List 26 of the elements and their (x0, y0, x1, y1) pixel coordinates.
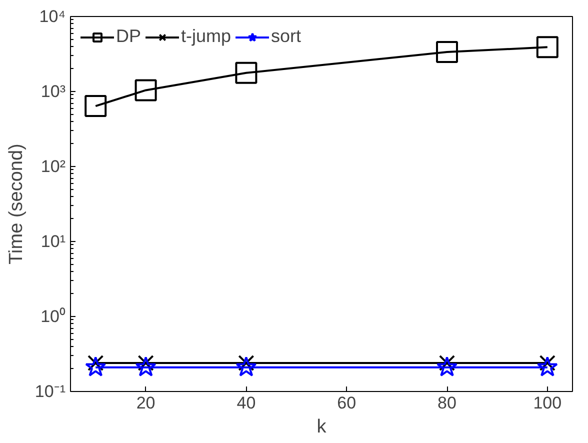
point (135, 356, 156, 376)
point (436, 356, 458, 376)
y-tick-label: 10¹ (40, 232, 66, 251)
x-tick-label: 100 (533, 394, 562, 412)
y-tick-label: 10⁴ (39, 7, 66, 26)
point (536, 36, 558, 58)
legend-label: t-jump (181, 26, 232, 47)
x-axis-title: k (316, 416, 327, 438)
legend-label: DP (116, 26, 142, 47)
x-tick-label: 80 (438, 394, 456, 412)
y-tick-label: 10⁻¹ (34, 382, 66, 401)
x-tick-label: 20 (136, 394, 156, 412)
point (536, 356, 558, 376)
x-tick-label: 40 (236, 394, 256, 412)
y-tick-label: 10⁰ (40, 307, 66, 326)
y-tick-label: 10³ (40, 82, 66, 101)
point (85, 356, 106, 376)
point (84, 95, 107, 118)
x-tick-label: 60 (337, 394, 356, 412)
point (235, 62, 258, 84)
legend-label: sort (271, 26, 302, 47)
point (436, 41, 458, 64)
point (236, 356, 257, 376)
y-axis-title: Time (second) (6, 144, 27, 264)
y-tick-label: 10² (40, 157, 66, 176)
point (134, 79, 157, 102)
